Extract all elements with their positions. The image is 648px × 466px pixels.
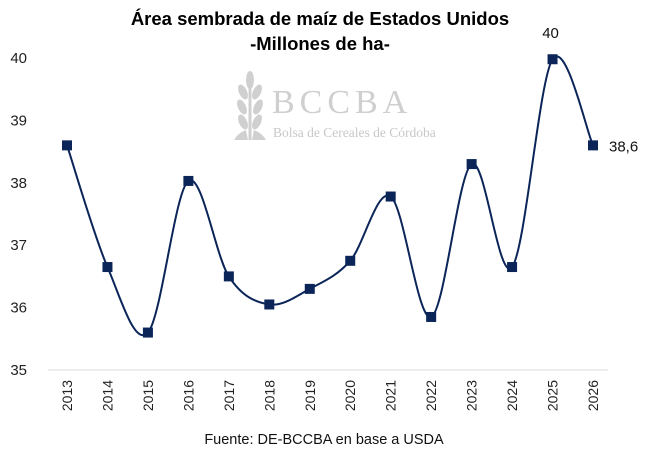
x-tick-label: 2015 <box>140 380 156 411</box>
chart-title: Área sembrada de maíz de Estados Unidos … <box>60 6 580 56</box>
data-point <box>466 159 477 170</box>
y-tick-label: 37 <box>10 237 27 254</box>
data-point <box>588 140 598 151</box>
data-point <box>183 175 194 186</box>
y-tick-label: 35 <box>10 362 27 379</box>
data-point <box>142 327 153 338</box>
x-tick-label: 2019 <box>302 380 318 411</box>
y-tick-label: 40 <box>10 50 27 67</box>
x-tick-label: 2021 <box>383 380 399 411</box>
bccba-watermark: BCCBA Bolsa de Cereales de Córdoba <box>234 71 436 140</box>
x-axis: 2013 2014 2015 2016 2017 2018 2019 2020 2021 2022… <box>59 380 601 411</box>
data-point <box>102 262 113 273</box>
watermark-name: BCCBA <box>272 84 412 121</box>
x-tick-label: 2024 <box>504 380 520 411</box>
data-point <box>426 311 437 322</box>
source-note: Fuente: DE-BCCBA en base a USDA <box>204 432 444 448</box>
x-tick-label: 2017 <box>221 380 237 411</box>
data-point <box>507 262 518 273</box>
watermark-subtitle: Bolsa de Cereales de Córdoba <box>273 125 436 140</box>
data-point <box>264 299 275 310</box>
data-label: 40 <box>542 25 559 42</box>
y-axis: 35 36 37 38 39 40 <box>10 50 27 379</box>
x-tick-label: 2020 <box>342 380 358 411</box>
x-tick-label: 2014 <box>99 380 115 411</box>
data-point <box>304 283 315 294</box>
y-tick-label: 36 <box>10 300 27 317</box>
data-labels: 40 38,6 <box>542 25 638 155</box>
data-point <box>345 255 356 266</box>
x-tick-label: 2022 <box>423 380 439 411</box>
data-point <box>223 271 234 282</box>
wheat-logo-icon <box>234 71 266 140</box>
x-tick-label: 2026 <box>585 380 601 411</box>
data-point <box>385 191 396 202</box>
data-point <box>62 140 72 151</box>
x-tick-label: 2016 <box>180 380 196 411</box>
x-tick-label: 2013 <box>59 380 75 411</box>
x-tick-label: 2025 <box>545 380 561 411</box>
series-markers <box>62 54 598 338</box>
x-tick-label: 2023 <box>464 380 480 411</box>
chart-subtitle: -Millones de ha- <box>250 33 390 54</box>
x-tick-label: 2018 <box>261 380 277 411</box>
y-tick-label: 39 <box>10 112 27 129</box>
chart-title-line: Área sembrada de maíz de Estados Unidos <box>130 8 510 29</box>
y-tick-label: 38 <box>10 175 27 192</box>
data-label: 38,6 <box>609 138 638 155</box>
data-point <box>547 54 558 65</box>
